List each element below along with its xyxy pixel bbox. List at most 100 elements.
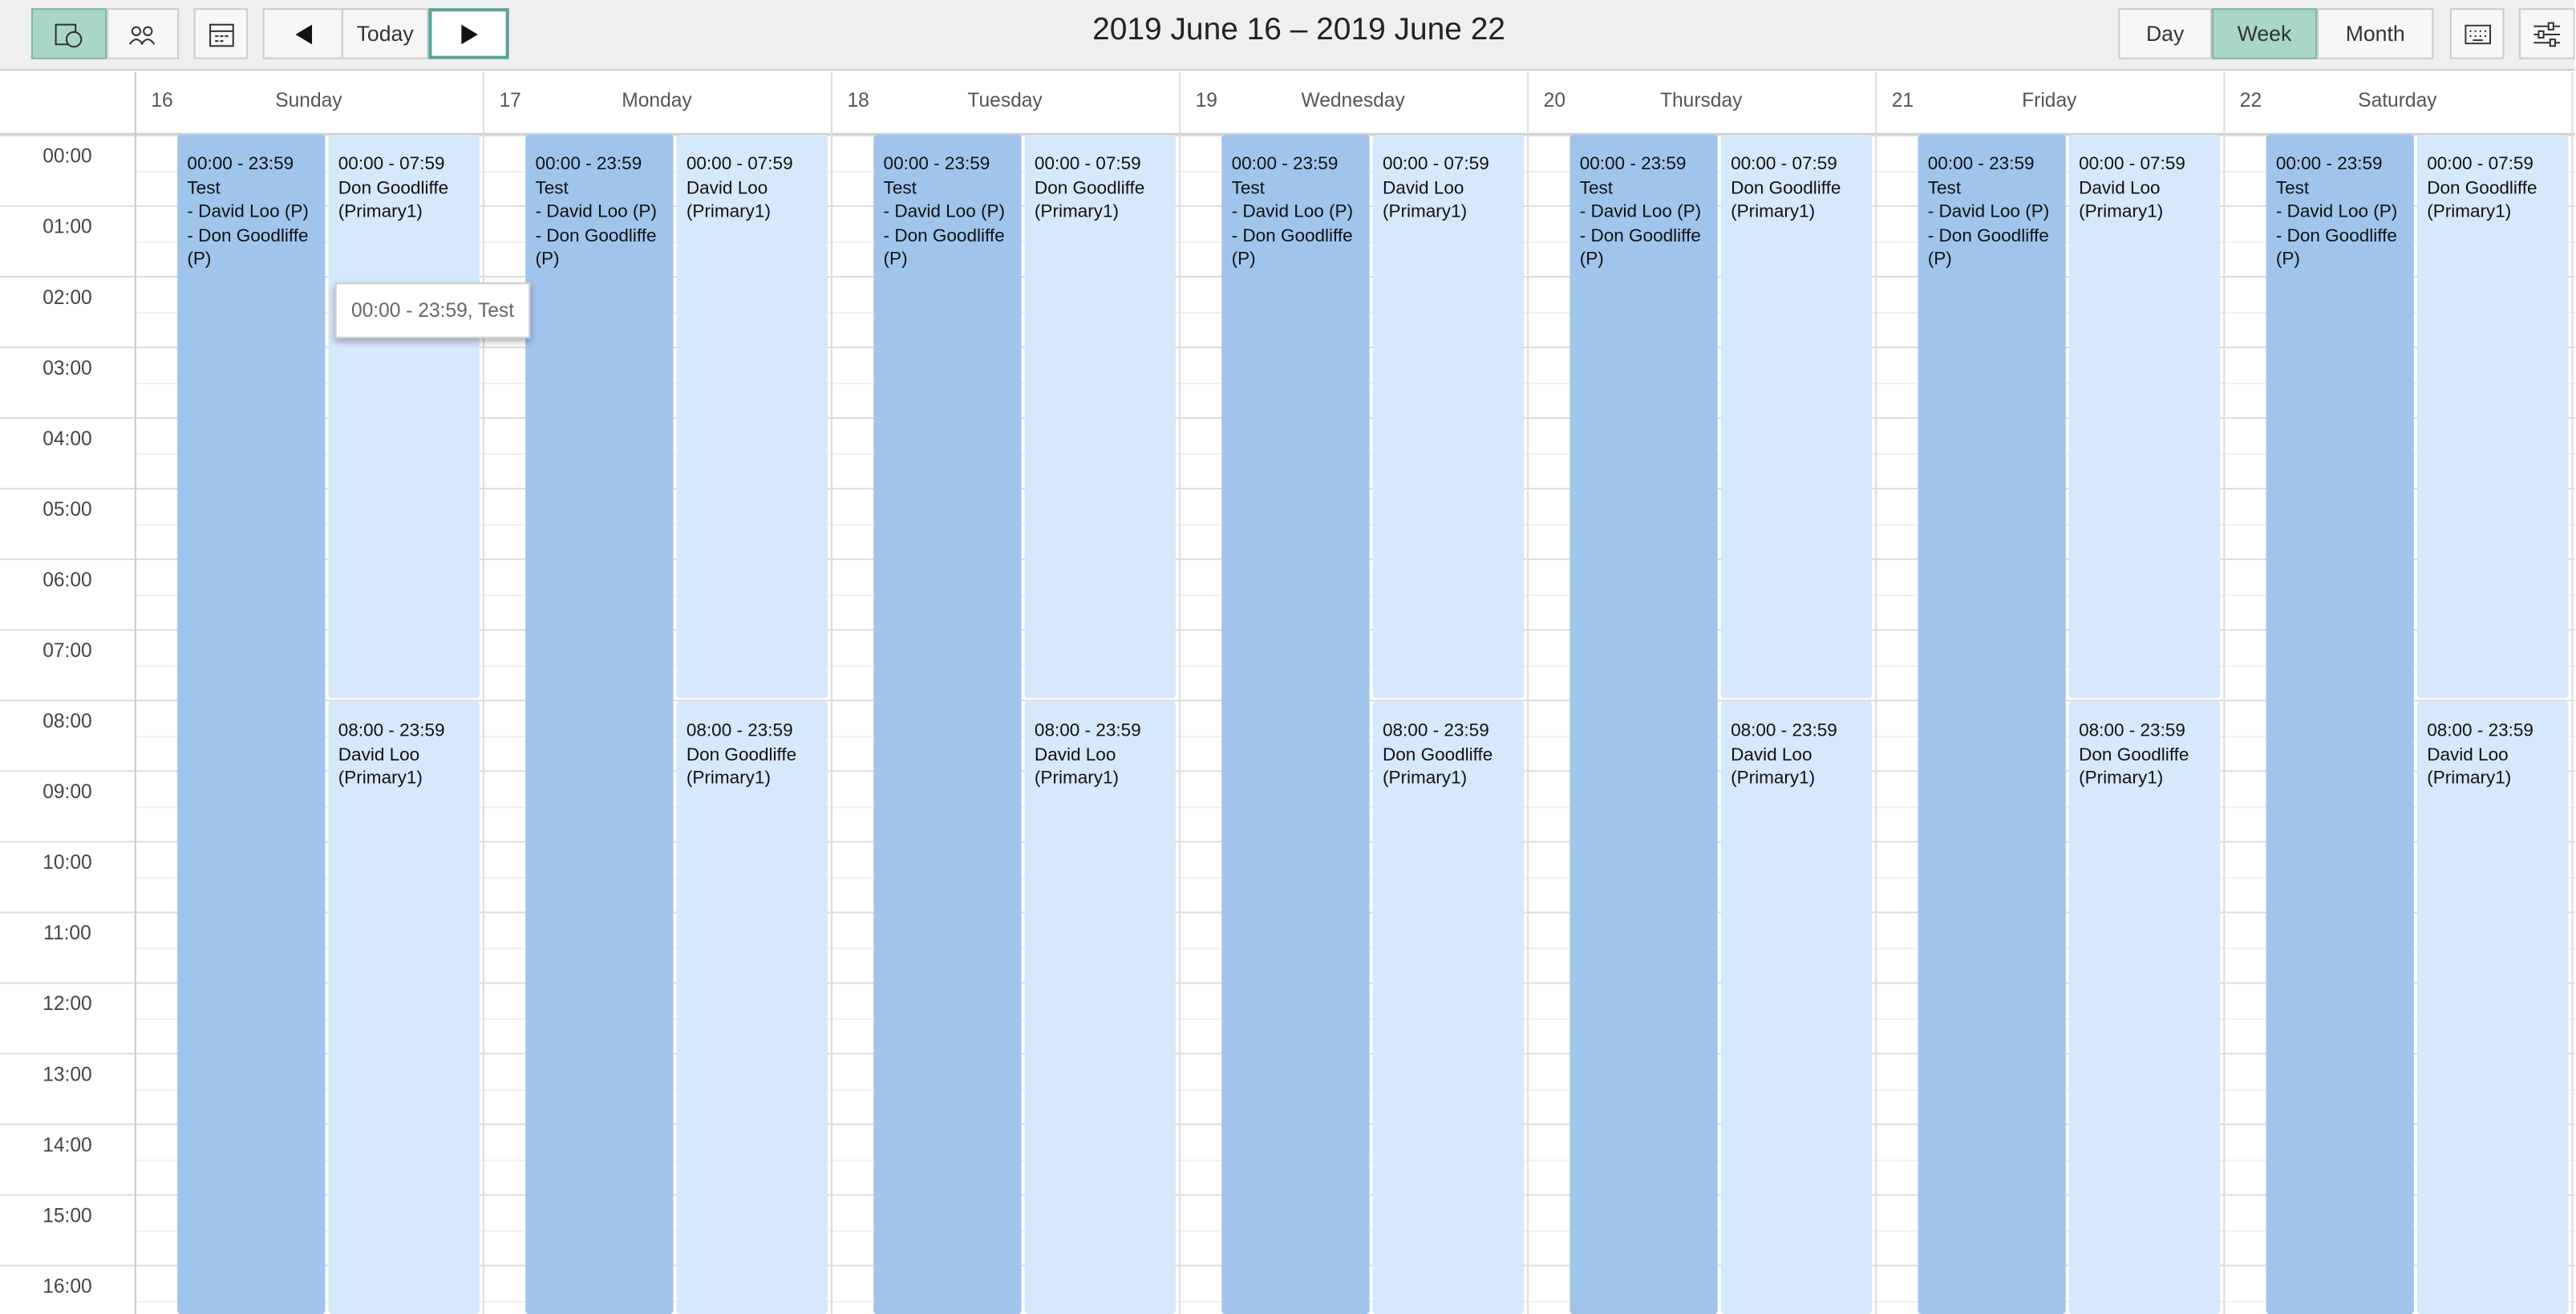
shift-event[interactable]: 00:00 - 07:59 Don Goodliffe (Primary1) [1720,134,1873,699]
hour-label: 12:00 [43,992,92,1016]
event-text: (Primary1) [2079,201,2164,222]
event-text: Don Goodliffe [1731,178,1841,198]
event-text: David Loo [686,178,768,198]
event-time: 00:00 - 07:59 [686,154,793,175]
event-text: (Primary1) [2427,201,2512,222]
event-time: 00:00 - 07:59 [2427,154,2533,175]
day-name: Sunday [275,88,342,112]
view-button[interactable]: Month [2317,8,2434,59]
event-text: - Don Goodliffe (P) [535,225,657,270]
shift-event[interactable]: 08:00 - 23:59 Don Goodliffe (Primary1) [676,701,828,1314]
day-border [1179,72,1181,1314]
shift-event[interactable]: 00:00 - 23:59 Test - David Loo (P) - Don Go… [525,134,674,1314]
icon [2464,23,2491,44]
event-text: Test [187,178,221,198]
event-time: 08:00 - 23:59 [1731,720,1837,741]
schedule-view-button[interactable] [30,8,107,59]
event-time: 00:00 - 23:59 [883,154,990,175]
shift-event[interactable]: 00:00 - 23:59 Test - David Loo (P) - Don Go… [2266,134,2414,1314]
shift-event[interactable]: 08:00 - 23:59 David Loo (Primary1) [1720,701,1873,1314]
event-text: - Don Goodliffe (P) [1231,225,1353,270]
day-number: 19 [1195,88,1217,112]
event-time: 00:00 - 07:59 [1382,154,1489,175]
next-button[interactable] [428,8,509,59]
day-header-row [0,72,2575,135]
shift-event[interactable]: 00:00 - 07:59 David Loo (Primary1) [1372,134,1525,699]
shift-event[interactable]: 08:00 - 23:59 David Loo (Primary1) [1024,701,1177,1314]
shift-event[interactable]: 00:00 - 23:59 Test - David Loo (P) - Don Go… [1221,134,1370,1314]
event-text: (Primary1) [686,769,771,789]
event-text: - David Loo (P) [1927,201,2050,222]
view-button[interactable]: Day [2118,8,2212,59]
event-text: - David Loo (P) [1579,201,1702,222]
day-number: 22 [2239,88,2262,112]
event-text: (Primary1) [2427,769,2512,789]
event-text: David Loo [1731,744,1813,765]
shift-event[interactable]: 08:00 - 23:59 Don Goodliffe (Primary1) [2068,701,2221,1314]
day-name: Monday [622,88,692,112]
event-text: - Don Goodliffe (P) [187,225,309,270]
today-button[interactable]: Today [341,8,429,59]
event-time: 08:00 - 23:59 [686,720,793,741]
event-time: 00:00 - 07:59 [2079,154,2185,175]
event-text: - Don Goodliffe (P) [1927,225,2049,270]
event-text: - David Loo (P) [1231,201,1354,222]
day-border [831,72,833,1314]
shift-event[interactable]: 00:00 - 23:59 Test - David Loo (P) - Don Go… [873,134,1022,1314]
event-text: - Don Goodliffe (P) [1579,225,1701,270]
event-text: (Primary1) [2079,769,2164,789]
day-border [2223,72,2226,1314]
event-text: Don Goodliffe [1382,744,1493,765]
hour-label: 06:00 [43,568,92,592]
event-time: 00:00 - 23:59 [535,154,642,175]
event-time: 00:00 - 23:59 [2275,154,2383,175]
shift-event[interactable]: 08:00 - 23:59 David Loo (Primary1) [328,701,480,1314]
event-text: (Primary1) [1034,769,1120,789]
people-view-button[interactable] [107,8,180,59]
hour-label: 00:00 [43,144,92,168]
shift-event[interactable]: 08:00 - 23:59 David Loo (Primary1) [2416,701,2569,1314]
previous-button[interactable] [262,8,343,59]
event-text: Test [535,178,569,198]
event-text: - Don Goodliffe (P) [883,225,1005,270]
event-time: 00:00 - 23:59 [1927,154,2035,175]
shift-event[interactable]: 00:00 - 23:59 Test - David Loo (P) - Don Go… [1918,134,2066,1314]
icon [128,25,156,44]
event-text: (Primary1) [1034,201,1120,222]
shift-event[interactable]: 00:00 - 07:59 David Loo (Primary1) [2068,134,2221,699]
view-button[interactable]: Week [2211,8,2318,59]
hour-label: 15:00 [43,1203,92,1227]
date-range-title: 2019 June 16 – 2019 June 22 [1092,13,1505,48]
event-time: 08:00 - 23:59 [2079,720,2185,741]
event-text: (Primary1) [1382,201,1468,222]
date-picker-button[interactable] [193,8,249,59]
event-text: David Loo [2427,744,2509,765]
day-number: 21 [1891,88,1914,112]
hour-label: 14:00 [43,1133,92,1157]
day-border [2571,72,2574,1314]
event-text: Don Goodliffe [338,178,449,198]
shift-event[interactable]: 00:00 - 07:59 David Loo (Primary1) [676,134,828,699]
event-time: 00:00 - 23:59 [1231,154,1339,175]
day-border [482,72,485,1314]
shift-event[interactable]: 00:00 - 23:59 Test - David Loo (P) - Don Go… [177,134,326,1314]
event-text: Test [1231,178,1265,198]
shift-event[interactable]: 00:00 - 23:59 Test - David Loo (P) - Don Go… [1569,134,1718,1314]
icon [460,23,477,44]
day-name: Friday [2022,88,2077,112]
keyboard-button[interactable] [2449,8,2505,59]
event-text: Test [883,178,917,198]
settings-button[interactable] [2518,8,2575,59]
event-text: David Loo [1034,744,1116,765]
event-text: David Loo [2079,178,2161,198]
shift-event[interactable]: 00:00 - 07:59 Don Goodliffe (Primary1) [1024,134,1177,699]
day-number: 20 [1543,88,1566,112]
shift-event[interactable]: 00:00 - 07:59 Don Goodliffe (Primary1) [328,134,480,699]
shift-event[interactable]: 00:00 - 07:59 Don Goodliffe (Primary1) [2416,134,2569,699]
shift-event[interactable]: 08:00 - 23:59 Don Goodliffe (Primary1) [1372,701,1525,1314]
day-name: Wednesday [1301,88,1405,112]
event-text: - David Loo (P) [883,201,1006,222]
icon [294,23,312,44]
